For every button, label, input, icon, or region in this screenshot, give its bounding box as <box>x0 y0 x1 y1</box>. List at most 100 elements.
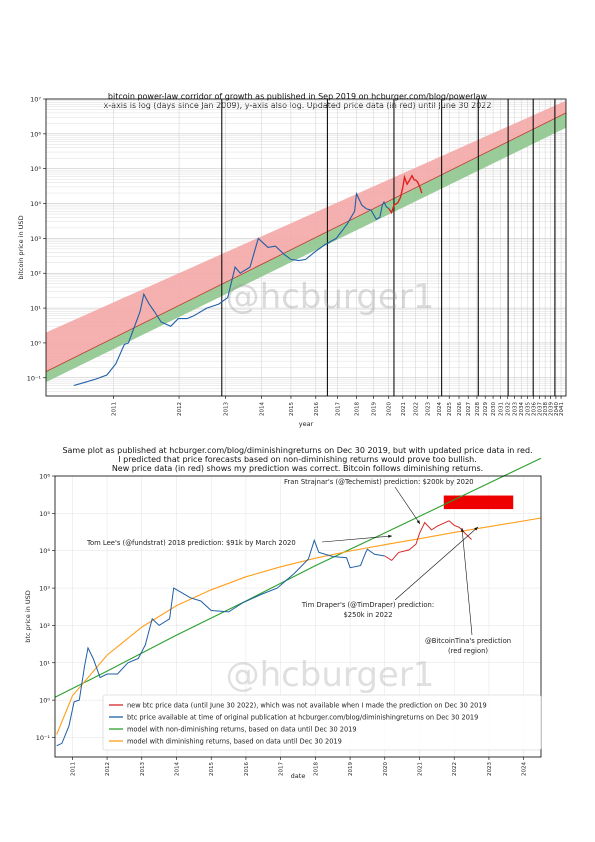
y-tick-label: 10² <box>30 270 41 278</box>
legend-label-3: model with diminishing returns, based on… <box>127 738 342 746</box>
y-tick-label: 10⁵ <box>30 165 41 173</box>
x-tick-label: 2026 <box>457 402 463 416</box>
x-tick-label: 2022 <box>414 402 420 416</box>
x-tick-label: 2019 <box>371 402 377 416</box>
top-chart-title: bitcoin power-law corridor of growth as … <box>107 92 488 101</box>
arrow-bitcointina-head <box>460 528 464 532</box>
x-tick-label: 2019 <box>348 762 354 776</box>
x-tick-label: 2013 <box>140 762 146 776</box>
y-tick-label: 10⁶ <box>39 473 50 481</box>
series-0 <box>384 520 472 562</box>
x-tick-label: 2041 <box>559 402 565 416</box>
x-tick-label: 2011 <box>70 762 76 776</box>
y-axis-label: bitcoin price in USD <box>17 215 25 279</box>
y-tick-label: 10⁴ <box>39 547 50 555</box>
x-tick-label: 2017 <box>279 762 285 776</box>
y-tick-label: 10¹ <box>30 305 41 313</box>
annotation-bitcointina-line1: @BitcoinTina's prediction <box>425 637 511 645</box>
y-tick-label: 10⁰ <box>30 339 41 347</box>
y-tick-label: 10³ <box>30 235 41 243</box>
corridor-lower-band <box>46 112 566 383</box>
legend-label-0: new btc price data (until June 30 2022),… <box>127 702 487 710</box>
y-tick-label: 10² <box>39 622 50 630</box>
y-tick-label: 10⁴ <box>30 200 41 208</box>
bottom-chart-subtitle-2: New price data (in red) shows my predict… <box>111 464 484 473</box>
bottom-chart-subtitle-1: I predicted that price forecasts based o… <box>118 455 477 464</box>
x-tick-label: 2022 <box>452 762 458 776</box>
arrow-tom-lee <box>321 535 393 543</box>
arrow-tim-draper <box>394 526 479 601</box>
x-tick-label: 2032 <box>506 402 512 416</box>
watermark-text: @hcburger1 <box>226 277 435 317</box>
annotation-bitcointina-line2: (red region) <box>448 647 488 655</box>
x-tick-label: 2036 <box>532 402 538 416</box>
x-tick-label: 2018 <box>354 402 360 416</box>
x-tick-label: 2023 <box>487 762 493 776</box>
x-tick-label: 2039 <box>549 402 555 416</box>
annotation-tom-lee: Tom Lee's (@fundstrat) 2018 prediction: … <box>86 539 296 547</box>
plot-frame <box>54 475 542 758</box>
y-tick-label: 10³ <box>39 585 50 593</box>
x-tick-label: 2034 <box>519 402 525 416</box>
arrow-tom-lee-head <box>388 534 392 538</box>
bottom-chart-title: Same plot as published at hcburger.com/b… <box>62 446 533 455</box>
price-series-1 <box>388 174 423 215</box>
corridor-upper-band <box>46 100 566 372</box>
y-tick-label: 10⁰ <box>39 697 50 705</box>
y-tick-label: 10⁶ <box>30 130 41 138</box>
x-tick-label: 2024 <box>437 402 443 416</box>
x-tick-label: 2027 <box>466 402 472 416</box>
y-tick-label: 10⁻¹ <box>36 734 51 742</box>
x-tick-label: 2020 <box>383 762 389 776</box>
x-tick-label: 2015 <box>209 762 215 776</box>
x-tick-label: 2012 <box>105 762 111 776</box>
x-axis-label: year <box>299 420 314 428</box>
x-tick-label: 2030 <box>491 402 497 416</box>
top-chart-subtitle: x-axis is log (days since Jan 2009), y-a… <box>103 101 492 110</box>
x-tick-label: 2024 <box>522 762 528 776</box>
annotation-tim-draper-line1: Tim Draper's (@TimDraper) prediction: <box>301 601 434 609</box>
x-tick-label: 2021 <box>401 402 407 416</box>
x-tick-label: 2031 <box>499 402 505 416</box>
arrow-fran-strajnar-head <box>416 520 420 524</box>
x-tick-label: 2023 <box>426 402 432 416</box>
bitcointina-prediction-region <box>443 495 514 510</box>
annotation-tim-draper-line2: $250k in 2022 <box>343 611 392 619</box>
y-tick-label: 10⁻¹ <box>27 374 42 382</box>
series-1 <box>56 538 385 747</box>
x-tick-label: 2028 <box>475 402 481 416</box>
x-tick-label: 2018 <box>313 762 319 776</box>
series-3 <box>56 517 542 735</box>
annotation-fran-strajnar: Fran Strajnar's (@Techemist) prediction:… <box>284 478 474 486</box>
x-tick-label: 2029 <box>483 402 489 416</box>
corridor-mid-line <box>45 112 567 373</box>
x-tick-label: 2037 <box>537 402 543 416</box>
x-tick-label: 2025 <box>447 402 453 416</box>
x-tick-label: 2021 <box>418 762 424 776</box>
x-tick-label: 2017 <box>335 402 341 416</box>
x-tick-label: 2014 <box>260 402 266 416</box>
arrow-bitcointina <box>461 527 473 636</box>
price-series-0 <box>73 191 390 387</box>
legend-box <box>102 694 542 751</box>
x-tick-label: 2012 <box>177 402 183 416</box>
x-tick-label: 2014 <box>175 762 181 776</box>
x-tick-label: 2020 <box>387 402 393 416</box>
x-tick-label: 2016 <box>244 762 250 776</box>
y-tick-label: 10⁷ <box>30 96 41 104</box>
series-2 <box>54 457 542 698</box>
x-axis-label: date <box>291 772 306 780</box>
x-tick-label: 2033 <box>513 402 519 416</box>
x-tick-label: 2016 <box>314 402 320 416</box>
x-tick-label: 2038 <box>543 402 549 416</box>
arrow-fran-strajnar <box>394 486 421 525</box>
y-tick-label: 10⁵ <box>39 510 50 518</box>
y-tick-label: 10¹ <box>39 659 50 667</box>
x-tick-label: 2011 <box>112 402 118 416</box>
y-axis-label: btc price in USD <box>24 590 32 642</box>
x-tick-label: 2035 <box>526 402 532 416</box>
watermark-text: @hcburger1 <box>226 655 435 695</box>
x-tick-label: 2040 <box>554 402 560 416</box>
